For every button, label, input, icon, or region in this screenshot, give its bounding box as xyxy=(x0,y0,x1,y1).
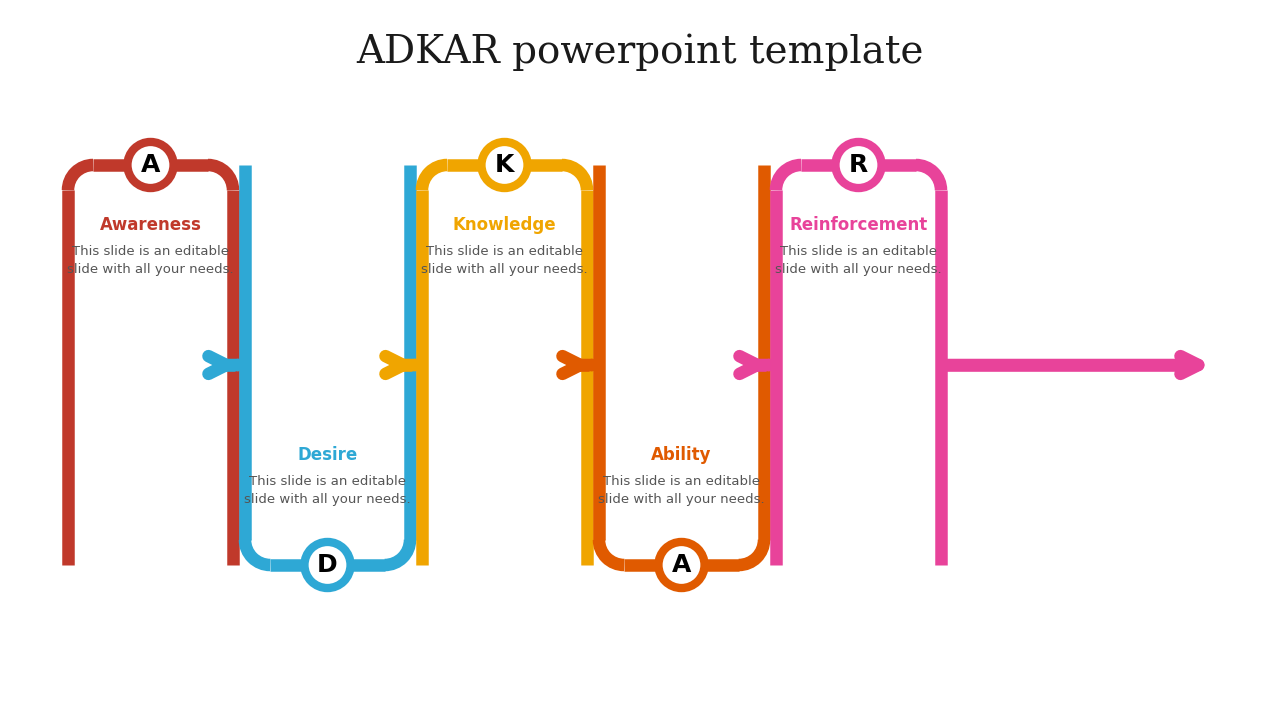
Text: Reinforcement: Reinforcement xyxy=(790,216,928,234)
Text: Ability: Ability xyxy=(652,446,712,464)
Text: A: A xyxy=(672,553,691,577)
Circle shape xyxy=(305,542,351,588)
Text: This slide is an editable
slide with all your needs.: This slide is an editable slide with all… xyxy=(776,245,942,276)
Text: This slide is an editable
slide with all your needs.: This slide is an editable slide with all… xyxy=(67,245,234,276)
Circle shape xyxy=(836,142,882,188)
Text: A: A xyxy=(141,153,160,177)
Circle shape xyxy=(658,542,704,588)
Text: D: D xyxy=(317,553,338,577)
Text: ADKAR powerpoint template: ADKAR powerpoint template xyxy=(356,33,924,71)
Circle shape xyxy=(128,142,174,188)
Text: This slide is an editable
slide with all your needs.: This slide is an editable slide with all… xyxy=(421,245,588,276)
Text: This slide is an editable
slide with all your needs.: This slide is an editable slide with all… xyxy=(598,474,765,505)
Text: R: R xyxy=(849,153,868,177)
Circle shape xyxy=(481,142,527,188)
Text: Knowledge: Knowledge xyxy=(453,216,557,234)
Text: Awareness: Awareness xyxy=(100,216,201,234)
Text: K: K xyxy=(495,153,515,177)
Text: Desire: Desire xyxy=(297,446,357,464)
Text: This slide is an editable
slide with all your needs.: This slide is an editable slide with all… xyxy=(244,474,411,505)
